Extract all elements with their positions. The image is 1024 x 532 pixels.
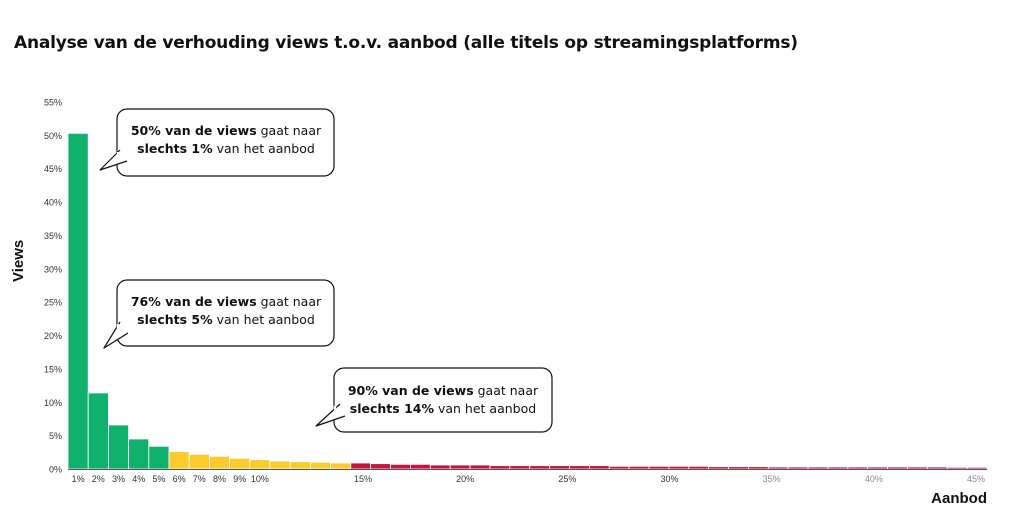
x-tick-label: 40%: [865, 474, 883, 484]
y-tick-label: 20%: [44, 331, 62, 341]
x-tick-label: 2%: [92, 474, 105, 484]
bar: [907, 466, 928, 470]
bar: [648, 465, 670, 470]
bar: [87, 392, 109, 470]
y-tick-label: 5%: [49, 431, 62, 441]
bar: [469, 464, 491, 470]
chart-title: Analyse van de verhouding views t.o.v. a…: [14, 33, 798, 53]
callout-box-3-tail: [315, 403, 346, 427]
callout-box-2-tail: [103, 321, 129, 349]
bar: [569, 465, 590, 470]
x-tick-label: 45%: [967, 474, 985, 484]
y-tick-label: 35%: [44, 231, 62, 241]
x-tick-label: 20%: [456, 474, 474, 484]
x-axis-label: Aanbod: [931, 490, 987, 507]
bar: [350, 462, 372, 470]
bar: [289, 461, 311, 470]
bar: [688, 465, 710, 470]
bar: [249, 459, 271, 470]
callout-box-3: [333, 367, 553, 433]
bar: [887, 466, 908, 470]
bar: [728, 466, 749, 470]
bar: [946, 466, 968, 470]
bar: [588, 465, 610, 470]
y-tick-label: 10%: [44, 398, 62, 408]
bar: [708, 466, 729, 470]
bar: [867, 466, 888, 470]
x-tick-label: 35%: [763, 474, 781, 484]
y-tick-label: 15%: [44, 364, 62, 374]
x-tick-label: 10%: [251, 474, 269, 484]
bar: [390, 463, 411, 470]
bar: [208, 455, 230, 470]
y-tick-label: 50%: [44, 131, 62, 141]
bar: [926, 466, 948, 470]
bar: [966, 466, 988, 470]
x-tick-label: 9%: [233, 474, 246, 484]
bar: [748, 466, 769, 470]
bar: [608, 465, 630, 470]
bar: [269, 460, 291, 470]
y-tick-label: 30%: [44, 264, 62, 274]
bar: [827, 466, 849, 470]
y-tick-label: 40%: [44, 198, 62, 208]
bar: [767, 466, 789, 470]
bar: [449, 464, 471, 470]
bar: [330, 462, 352, 470]
callout-text-3: 90% van de views gaat naar slechts 14% v…: [347, 383, 539, 416]
bar: [529, 465, 551, 470]
bar: [67, 132, 89, 470]
bar: [309, 461, 331, 470]
bar: [429, 464, 451, 470]
bar: [628, 465, 650, 470]
x-tick-label: 1%: [72, 474, 85, 484]
x-tick-label: 4%: [132, 474, 145, 484]
callout-box-2: [116, 279, 335, 347]
bar: [509, 465, 531, 470]
x-tick-label: 6%: [173, 474, 186, 484]
bar: [148, 445, 170, 470]
x-tick-label: 30%: [660, 474, 678, 484]
bar: [549, 465, 570, 470]
y-tick-label: 25%: [44, 298, 62, 308]
callout-text-2: 76% van de views gaat naar slechts 5% va…: [130, 294, 322, 327]
callout-box-1: [116, 108, 335, 177]
x-tick-label: 25%: [558, 474, 576, 484]
bar: [370, 463, 391, 470]
bar: [807, 466, 829, 470]
bar: [668, 465, 690, 470]
bar: [188, 453, 210, 470]
bar: [128, 438, 150, 470]
x-tick-label: 7%: [193, 474, 206, 484]
callout-text-1: 50% van de views gaat naar slechts 1% va…: [130, 123, 322, 156]
y-tick-label: 55%: [44, 98, 62, 108]
bar: [410, 463, 431, 470]
bar: [229, 457, 251, 470]
x-tick-label: 3%: [112, 474, 125, 484]
y-tick-label: 45%: [44, 164, 62, 174]
bar: [108, 424, 130, 470]
x-tick-label: 15%: [354, 474, 372, 484]
x-tick-label: 8%: [213, 474, 226, 484]
bar: [847, 466, 869, 470]
y-tick-label: 0%: [49, 465, 62, 475]
callout-box-1-tail: [99, 149, 128, 171]
bar: [168, 451, 190, 470]
bar: [787, 466, 809, 470]
x-tick-label: 5%: [152, 474, 165, 484]
bar: [489, 465, 511, 470]
